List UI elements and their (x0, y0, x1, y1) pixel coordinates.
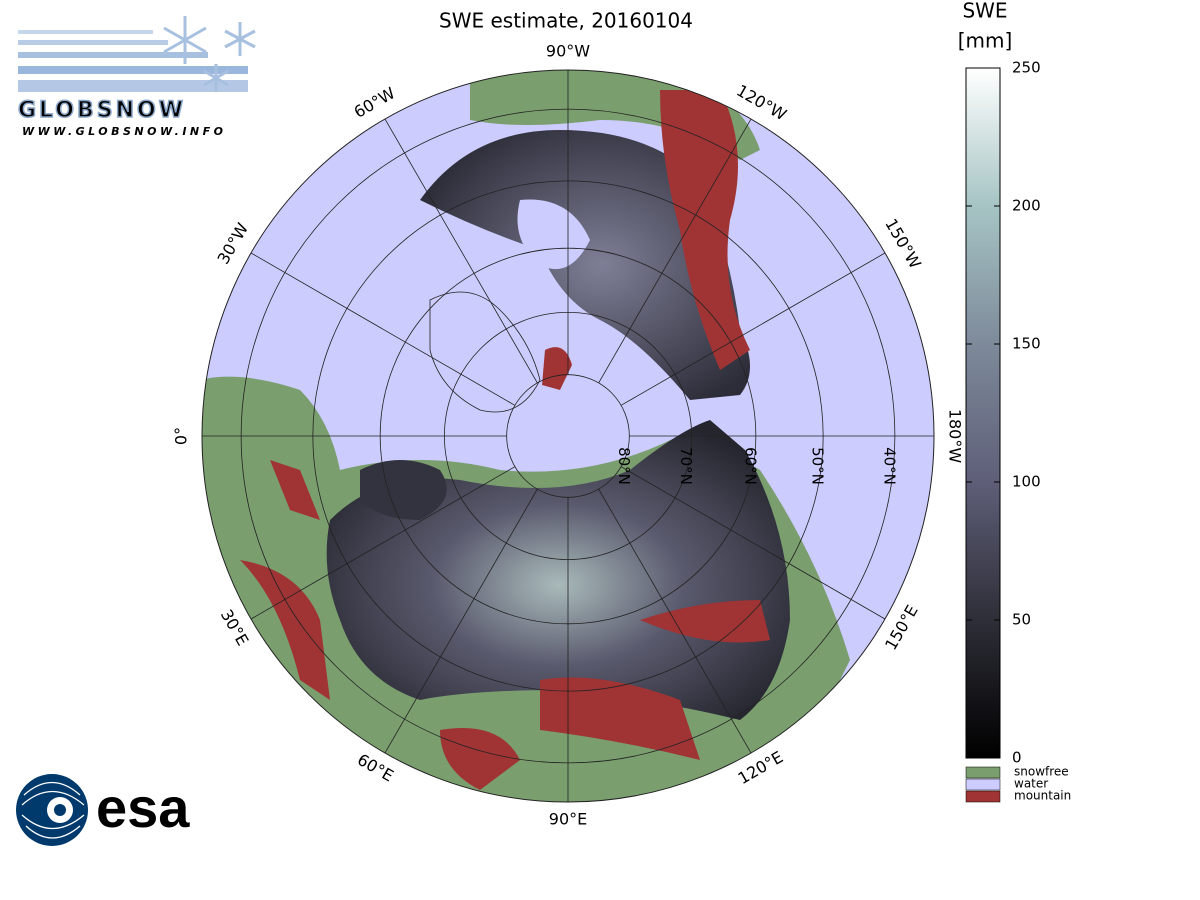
hudson-bay (517, 199, 590, 270)
map-title: SWE estimate, 20160104 (439, 9, 693, 33)
logo-name: GLOBSNOW (18, 98, 186, 123)
colorbar-tick-label: 200 (1012, 197, 1041, 215)
longitude-label: 90°E (549, 810, 587, 829)
agency-name: esa (96, 776, 190, 839)
north-america-snow (420, 130, 750, 400)
longitude-label: 90°W (546, 42, 590, 61)
colorbar-tick-label: 0 (1012, 749, 1022, 767)
meridian (250, 466, 516, 620)
meridian (598, 118, 752, 384)
mountain-areas (240, 460, 770, 790)
legend-label: mountain (1014, 789, 1071, 803)
esa-logo: esa (16, 774, 190, 846)
legend-swatch (965, 778, 1001, 791)
colorbar (965, 67, 1001, 759)
latitude-label: 50°N (809, 447, 827, 485)
meridian (620, 252, 886, 406)
colorbar-tick-label: 150 (1012, 335, 1041, 353)
longitude-label: 180°W (946, 409, 965, 464)
longitude-label: 0° (172, 427, 191, 445)
longitude-label: 30°W (214, 219, 253, 267)
latitude-label: 70°N (677, 447, 695, 485)
legend-swatch (965, 790, 1001, 803)
map-disc (202, 70, 934, 802)
colorbar-unit: [mm] (958, 29, 1013, 53)
meridian (620, 466, 886, 620)
ellesmere-mountain (542, 347, 572, 390)
scandinavia-snow (360, 460, 447, 520)
colorbar-title: SWE (962, 0, 1007, 23)
latitude-label: 60°N (741, 447, 759, 485)
meridian (384, 118, 538, 384)
map-border (201, 69, 935, 803)
meridian (598, 488, 752, 754)
colorbar-tick-label: 250 (1012, 59, 1041, 77)
legend-label: snowfree (1014, 765, 1069, 779)
latitude-label: 80°N (615, 447, 633, 485)
latitude-label: 40°N (880, 447, 898, 485)
colorbar-tick-label: 50 (1012, 611, 1031, 629)
meridian (250, 252, 516, 406)
legend-swatch (965, 766, 1001, 779)
logo-url: WWW.GLOBSNOW.INFO (22, 125, 227, 138)
globsnow-logo: GLOBSNOW WWW.GLOBSNOW.INFO (17, 16, 256, 138)
legend-label: water (1014, 777, 1048, 791)
colorbar-tick-label: 100 (1012, 473, 1041, 491)
meridian (384, 488, 538, 754)
